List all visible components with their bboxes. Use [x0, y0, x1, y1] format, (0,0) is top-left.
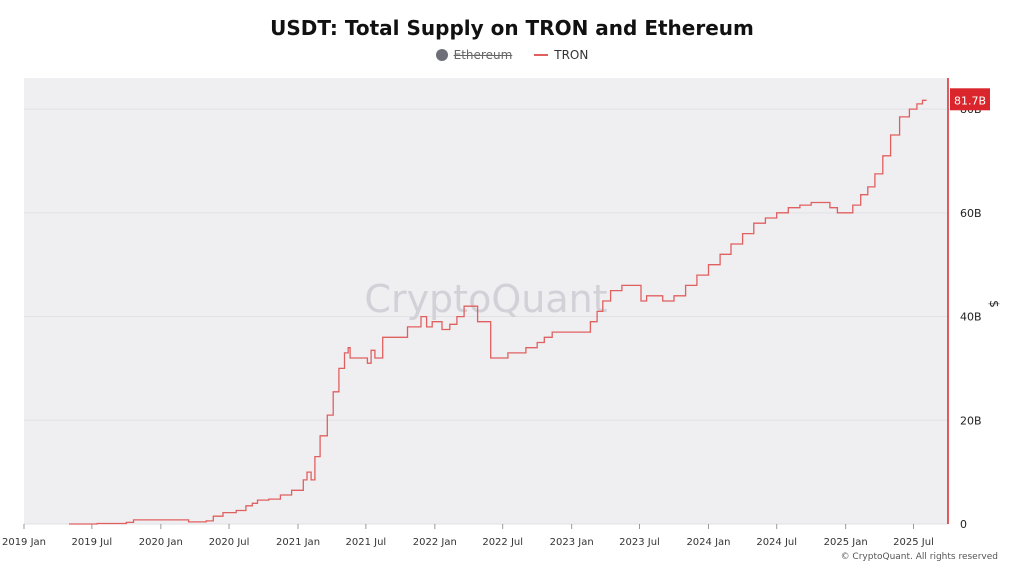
x-tick-label: 2022 Jul [482, 537, 523, 548]
y-axis-title: $ [987, 300, 1001, 308]
y-axis: 020B40B60B80B [960, 103, 982, 531]
x-tick-label: 2021 Jan [276, 537, 320, 548]
chart-legend: Ethereum TRON [0, 48, 1024, 62]
grid-lines [24, 108, 948, 525]
x-tick-label: 2021 Jul [346, 537, 387, 548]
chart-title: USDT: Total Supply on TRON and Ethereum [270, 16, 754, 40]
last-value-bg [950, 88, 990, 111]
y-tick-label: 0 [960, 518, 967, 531]
legend-label-tron: TRON [554, 48, 589, 62]
plot-area [24, 78, 948, 524]
series-group [69, 99, 927, 525]
x-tick-label: 2025 Jul [893, 537, 934, 548]
legend-dot-icon [435, 49, 448, 61]
x-tick-label: 2024 Jan [686, 537, 730, 548]
x-tick-label: 2020 Jul [209, 537, 250, 548]
y-tick-label: 20B [960, 414, 982, 427]
x-tick-label: 2019 Jul [71, 537, 112, 548]
x-axis: 2019 Jan 2019 Jul 2020 Jan 2020 Jul 2021 Jan… [2, 524, 934, 548]
last-value-label: 81.7B [954, 94, 986, 107]
last-value-badge: 81.7B [950, 88, 990, 111]
x-tick-label: 2020 Jan [139, 537, 183, 548]
legend-line-icon [534, 54, 549, 56]
legend-label-ethereum: Ethereum [453, 48, 513, 62]
copyright: © CryptoQuant. All rights reserved [840, 552, 998, 562]
x-tick-label: 2025 Jan [824, 537, 868, 548]
x-tick-label: 2019 Jan [2, 537, 46, 548]
legend-item-tron[interactable]: TRON [534, 48, 588, 62]
x-tick-label: 2022 Jan [413, 537, 457, 548]
legend-item-ethereum[interactable]: Ethereum [435, 48, 513, 62]
x-tick-label: 2023 Jan [550, 537, 594, 548]
series-line-tron [69, 99, 927, 525]
watermark: CryptoQuant [364, 277, 607, 321]
y-tick-label: 60B [960, 207, 982, 220]
x-tick-label: 2023 Jul [619, 537, 660, 548]
x-tick-label: 2024 Jul [756, 537, 797, 548]
y-tick-label: 40B [960, 311, 982, 324]
